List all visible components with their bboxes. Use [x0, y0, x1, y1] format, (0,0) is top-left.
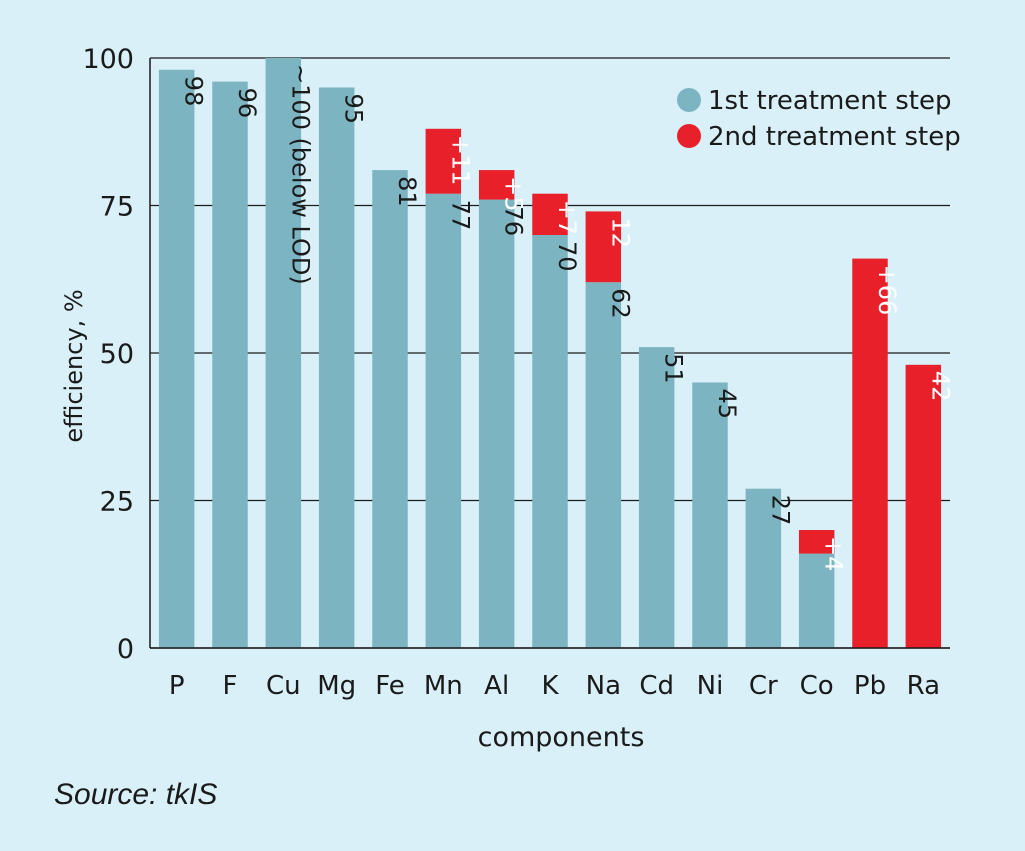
y-tick-label: 75 — [100, 192, 134, 223]
bar-label-Al-series-1: 76 — [500, 206, 528, 237]
bar-Mg-series-1 — [318, 87, 355, 648]
x-tick-label-Mn: Mn — [424, 671, 463, 701]
x-tick-label-Cu: Cu — [266, 671, 301, 701]
bar-label-Pb-series-2: +66 — [873, 265, 901, 316]
bar-Ni-series-1 — [692, 382, 728, 648]
source-note: Source: tkIS — [54, 778, 218, 811]
bar-label-Al-series-2: +5 — [500, 176, 528, 211]
bar-Co-series-2 — [798, 530, 835, 554]
bar-Pb-series-2 — [852, 258, 888, 648]
bar-label-P-series-1: 98 — [180, 76, 208, 107]
x-tick-label-Fe: Fe — [375, 671, 405, 701]
bar-label-Mn-series-1: 77 — [446, 200, 474, 231]
bar-Na-series-1 — [585, 282, 622, 648]
x-tick-label-Ra: Ra — [907, 671, 940, 701]
y-tick-label: 100 — [82, 44, 134, 75]
bar-label-Fe-series-1: 81 — [393, 176, 421, 207]
x-tick-label-Cd: Cd — [639, 671, 674, 701]
legend-label-2: 2nd treatment step — [708, 122, 961, 152]
x-axis: P F Cu Mg Fe Mn Al K Na Cd Ni Cr Co Pb Ra — [150, 647, 950, 701]
bars — [158, 58, 942, 649]
bar-label-Cd-series-1: 51 — [660, 353, 688, 384]
bar-label-Cr-series-1: 27 — [766, 495, 794, 526]
bar-label-K-series-1: 70 — [553, 241, 581, 272]
x-tick-label-P: P — [169, 671, 185, 701]
bar-label-F-series-1: 96 — [233, 88, 261, 119]
x-tick-label-Cr: Cr — [749, 671, 778, 701]
bar-F-series-1 — [212, 81, 248, 649]
bar-label-Na-series-2: 12 — [606, 217, 634, 248]
x-tick-label-F: F — [223, 671, 238, 701]
bar-Ra-series-2 — [905, 364, 942, 648]
bar-Cr-series-1 — [745, 488, 782, 648]
bar-Mn-series-2 — [425, 128, 462, 194]
y-tick-label: 50 — [100, 339, 134, 370]
legend-swatch-2 — [677, 124, 701, 148]
bar-K-series-1 — [532, 235, 568, 648]
bar-label-Mg-series-1: 95 — [340, 94, 368, 125]
bar-P-series-1 — [158, 69, 195, 649]
legend-label-1: 1st treatment step — [708, 86, 951, 116]
y-tick-label: 0 — [117, 634, 134, 665]
bar-Al-series-1 — [478, 199, 515, 648]
bar-Cu-series-1 — [265, 58, 302, 648]
bar-label-Ra-series-2: 42 — [926, 371, 954, 402]
legend: 1st treatment step 2nd treatment step — [677, 86, 961, 152]
bar-Mn-series-1 — [425, 193, 462, 648]
bar-labels: 98 96 ~100 (below LOD) 95 81 77 +11 76+5 70 +7 62 1… — [180, 64, 955, 571]
x-tick-label-Al: Al — [484, 671, 509, 701]
x-tick-label-Ni: Ni — [697, 671, 724, 701]
x-axis-label: components — [478, 722, 645, 753]
bar-label-Cu-series-1: ~100 (below LOD) — [286, 64, 314, 285]
y-tick-label: 25 — [100, 487, 134, 518]
x-tick-label-K: K — [541, 671, 559, 701]
y-axis: 0 25 50 75 100 — [82, 44, 151, 665]
bar-label-Co-series-2: +4 — [820, 536, 848, 571]
y-axis-label: efficiency, % — [60, 289, 88, 442]
bar-Al-series-2 — [478, 170, 515, 200]
x-tick-label-Pb: Pb — [854, 671, 886, 701]
legend-swatch-1 — [677, 88, 701, 112]
bar-label-Na-series-1: 62 — [606, 288, 634, 319]
bar-label-Mn-series-2: +11 — [446, 135, 474, 186]
bar-Na-series-2 — [585, 211, 622, 283]
bar-Cd-series-1 — [638, 347, 675, 648]
bar-K-series-2 — [532, 193, 568, 235]
x-tick-label-Na: Na — [586, 671, 621, 701]
bar-Co-series-1 — [798, 553, 835, 648]
x-tick-label-Mg: Mg — [317, 671, 356, 701]
x-tick-label-Co: Co — [800, 671, 834, 701]
bar-Fe-series-1 — [372, 170, 408, 648]
bar-label-Ni-series-1: 45 — [713, 389, 741, 420]
bar-label-K-series-2: +7 — [553, 200, 581, 235]
